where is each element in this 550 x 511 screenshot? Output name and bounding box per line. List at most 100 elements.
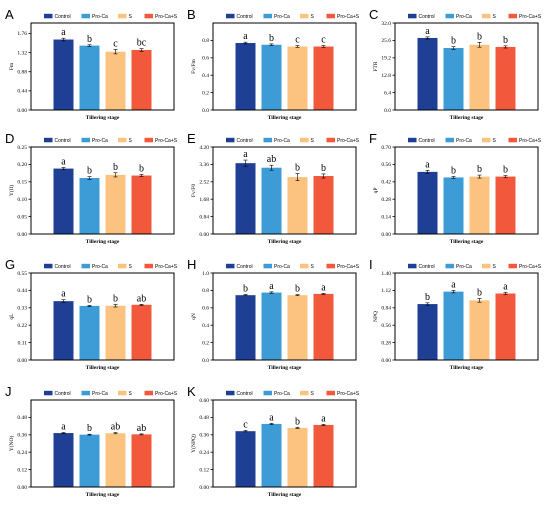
y-tick-label: 0.00 xyxy=(381,358,391,364)
significance-letter: a xyxy=(269,412,274,423)
legend-label: Pro-Ca xyxy=(92,264,108,270)
legend-swatch xyxy=(326,263,335,269)
panel-f: F Control Pro-Ca S Pro-Ca+S a b b b 0.00 0.14 0.28 0… xyxy=(369,131,542,245)
y-axis-label: Y(NO) xyxy=(8,436,15,452)
legend-swatch xyxy=(482,263,491,269)
y-tick-label: 0.56 xyxy=(381,323,391,329)
legend-swatch xyxy=(81,263,90,269)
panel-g: G Control Pro-Ca S Pro-Ca+Sab b ab0.000.110.22… xyxy=(5,257,178,371)
legend-label: Pro-Ca xyxy=(456,138,472,144)
y-axis-label: qN xyxy=(191,313,197,320)
y-tick-label: 0.36 xyxy=(17,433,27,439)
significance-letter: c xyxy=(113,39,118,50)
panel-letter: B xyxy=(187,7,196,22)
plot-frame xyxy=(212,146,357,235)
y-tick-label: 0.00 xyxy=(199,232,209,238)
significance-letter: b xyxy=(87,34,92,45)
y-axis-label: Y(NPQ) xyxy=(190,434,197,453)
legend: Control Pro-Ca S Pro-Ca+S xyxy=(226,263,360,270)
y-tick-label: 0.20 xyxy=(17,162,27,168)
significance-letter: b xyxy=(477,164,482,175)
legend-swatch xyxy=(144,13,153,19)
significance-letter: b xyxy=(243,284,248,295)
bar xyxy=(261,167,282,234)
significance-letter: ab xyxy=(267,154,276,165)
bar xyxy=(235,431,256,487)
bar xyxy=(287,46,308,110)
significance-letter: a xyxy=(269,281,274,292)
y-tick-label: 0.6 xyxy=(202,306,209,312)
legend-swatch xyxy=(144,137,153,143)
legend-swatch xyxy=(300,390,309,396)
legend-swatch xyxy=(226,137,235,143)
bar xyxy=(79,434,100,487)
y-tick-label: 0.60 xyxy=(199,398,209,404)
bar xyxy=(495,46,516,110)
legend-swatch xyxy=(482,13,491,19)
legend-label: S xyxy=(311,264,315,270)
bar xyxy=(131,434,152,487)
panel-letter: I xyxy=(369,257,373,272)
significance-letter: a xyxy=(451,279,456,290)
y-tick-label: 1.0 xyxy=(202,271,209,277)
y-tick-label: 0.2 xyxy=(202,90,209,96)
y-tick-label: 0.0 xyxy=(202,358,209,364)
x-axis-label: Tillering stage xyxy=(268,365,302,371)
legend-swatch xyxy=(118,263,127,269)
legend-label: Control xyxy=(419,138,435,144)
significance-letter: b xyxy=(295,163,300,174)
y-tick-label: 0.00 xyxy=(17,485,27,491)
y-tick-label: 0.24 xyxy=(17,450,27,456)
legend-swatch xyxy=(482,137,491,143)
legend: Control Pro-Ca S Pro-Ca+S xyxy=(226,390,360,397)
legend-swatch xyxy=(118,390,127,396)
y-tick-label: 6.4 xyxy=(384,90,391,96)
plot-frame xyxy=(30,146,175,235)
panel-b: B Control Pro-Ca S Pro-Ca+S a b c c 0.0 0.2 0.4 0.6 0… xyxy=(187,7,360,121)
legend: Control Pro-Ca S Pro-Ca+S xyxy=(408,14,542,20)
significance-letter: a xyxy=(61,157,66,168)
bar xyxy=(261,423,282,487)
y-tick-label: 0.14 xyxy=(381,214,391,220)
panel-letter: K xyxy=(187,384,196,399)
significance-letter: b xyxy=(451,36,456,47)
y-tick-label: 32.0 xyxy=(381,21,391,27)
y-tick-label: 19.2 xyxy=(381,56,391,62)
legend-swatch xyxy=(508,263,517,269)
bar xyxy=(469,300,490,360)
bar xyxy=(417,171,438,234)
x-axis-label: Tillering stage xyxy=(86,115,120,121)
plot-frame xyxy=(212,22,357,111)
significance-letter: ab xyxy=(137,293,146,304)
y-tick-label: 0.2 xyxy=(202,340,209,346)
bar xyxy=(79,45,100,111)
legend-swatch xyxy=(326,390,335,396)
panel-letter: F xyxy=(369,131,377,146)
legend-label: Control xyxy=(419,264,435,270)
legend-swatch xyxy=(226,263,235,269)
y-tick-label: 0.10 xyxy=(17,197,27,203)
legend-swatch xyxy=(300,263,309,269)
y-tick-label: 0.0 xyxy=(384,108,391,114)
bar xyxy=(417,304,438,360)
legend-swatch xyxy=(300,137,309,143)
y-tick-label: 1.76 xyxy=(17,31,27,37)
legend-swatch xyxy=(81,13,90,19)
y-tick-label: 0.00 xyxy=(17,108,27,114)
legend-swatch xyxy=(44,390,53,396)
legend-label: Control xyxy=(55,14,71,20)
legend-swatch xyxy=(44,137,53,143)
bar xyxy=(131,49,152,110)
significance-letter: b xyxy=(321,163,326,174)
legend: Control Pro-Ca S Pro-Ca+S xyxy=(408,137,542,144)
y-tick-label: 0.11 xyxy=(18,340,28,346)
significance-letter: b xyxy=(477,287,482,298)
bar xyxy=(443,48,464,110)
y-tick-label: 25.6 xyxy=(381,38,391,44)
bar xyxy=(287,177,308,234)
legend-swatch xyxy=(508,13,517,19)
legend-label: Control xyxy=(55,138,71,144)
bar xyxy=(235,163,256,234)
legend-label: Control xyxy=(55,391,71,397)
y-tick-label: 0.6 xyxy=(202,56,209,62)
